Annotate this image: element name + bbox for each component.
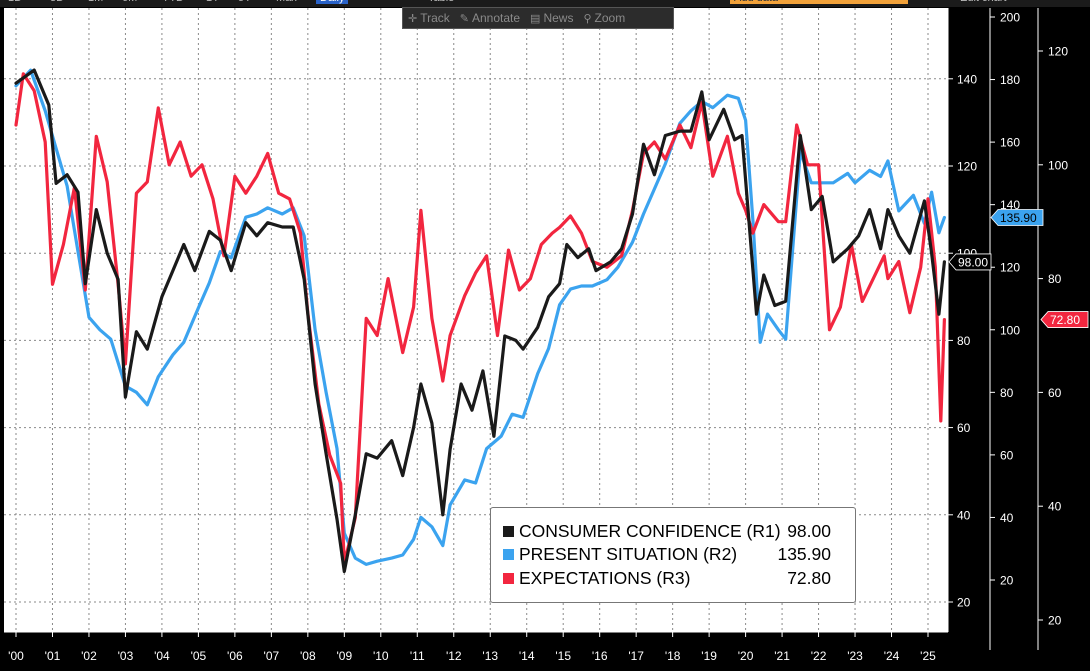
track-label: Track bbox=[420, 11, 450, 25]
r1-last-value-label: 98.00 bbox=[958, 255, 988, 269]
x-tick-label: '17 bbox=[628, 649, 644, 663]
x-tick-label: '24 bbox=[884, 649, 900, 663]
x-tick-label: '13 bbox=[482, 649, 498, 663]
legend-row-expectations: EXPECTATIONS (R3) 72.80 bbox=[501, 568, 851, 590]
r2-tick-label: 180 bbox=[1000, 73, 1020, 87]
x-tick-label: '11 bbox=[410, 649, 425, 663]
legend-box: CONSUMER CONFIDENCE (R1) 98.00 PRESENT S… bbox=[490, 507, 856, 603]
r2-tick-label: 200 bbox=[1000, 10, 1020, 24]
r2-tick-label: 60 bbox=[1000, 448, 1014, 462]
news-icon: ▤ bbox=[530, 12, 541, 25]
legend-name: EXPECTATIONS (R3) bbox=[519, 568, 691, 588]
r2-last-value-flag bbox=[990, 209, 1044, 226]
top-item-1m[interactable]: 1M bbox=[88, 0, 103, 4]
x-tick-label: '20 bbox=[738, 649, 754, 663]
r2-tick-label: 160 bbox=[1000, 136, 1020, 150]
x-tick-label: '05 bbox=[191, 649, 207, 663]
zoom-label: Zoom bbox=[594, 11, 626, 25]
zoom-button[interactable]: ⚲ Zoom bbox=[578, 9, 630, 27]
x-tick-label: '22 bbox=[811, 649, 827, 663]
top-item-1d[interactable]: 1D bbox=[8, 0, 22, 4]
top-item-table[interactable]: Table bbox=[428, 0, 454, 4]
r2-tick-label: 100 bbox=[1000, 323, 1020, 337]
x-tick-label: '21 bbox=[774, 649, 790, 663]
r2-tick-label: 80 bbox=[1000, 386, 1014, 400]
top-item-daily[interactable]: Daily bbox=[316, 0, 349, 4]
news-button[interactable]: ▤ News bbox=[525, 9, 578, 27]
legend-value: 135.90 bbox=[777, 544, 831, 564]
x-tick-label: '00 bbox=[8, 649, 24, 663]
legend-row-consumer-confidence: CONSUMER CONFIDENCE (R1) 98.00 bbox=[501, 521, 851, 543]
r1-tick-label: 60 bbox=[957, 421, 971, 435]
legend-row-present-situation: PRESENT SITUATION (R2) 135.90 bbox=[501, 544, 851, 566]
x-tick-label: '12 bbox=[446, 649, 462, 663]
legend-name: PRESENT SITUATION (R2) bbox=[519, 544, 738, 564]
top-item-3d[interactable]: 3D bbox=[50, 0, 64, 4]
r3-last-value-label: 72.80 bbox=[1050, 313, 1080, 327]
x-tick-label: '15 bbox=[555, 649, 571, 663]
top-item-edit-chart[interactable]: Edit chart bbox=[960, 0, 1006, 4]
x-tick-label: '25 bbox=[920, 649, 936, 663]
r2-tick-label: 120 bbox=[1000, 261, 1020, 275]
top-item-add-data[interactable]: Add data bbox=[730, 0, 908, 4]
legend-name: CONSUMER CONFIDENCE (R1) bbox=[519, 521, 781, 541]
r2-last-value-label: 135.90 bbox=[1000, 211, 1037, 225]
x-tick-label: '14 bbox=[519, 649, 535, 663]
x-tick-label: '01 bbox=[45, 649, 61, 663]
r2-tick-label: 40 bbox=[1000, 511, 1014, 525]
magnifier-icon: ⚲ bbox=[583, 12, 592, 25]
chart-toolbar: ✛ Track ✎ Annotate ▤ News ⚲ Zoom bbox=[402, 7, 674, 29]
track-button[interactable]: ✛ Track bbox=[403, 9, 455, 27]
r2-tick-label: 140 bbox=[1000, 198, 1020, 212]
r2-tick-label: 20 bbox=[1000, 574, 1014, 588]
legend-swatch bbox=[503, 549, 514, 560]
series-line-consumer-confidence bbox=[14, 68, 946, 574]
r3-tick-label: 80 bbox=[1048, 272, 1062, 286]
x-tick-label: '03 bbox=[118, 649, 134, 663]
series-line-expectations bbox=[14, 72, 946, 565]
top-item-5y[interactable]: 5Y bbox=[238, 0, 251, 4]
r3-tick-label: 120 bbox=[1048, 45, 1068, 59]
legend-value: 98.00 bbox=[787, 521, 831, 541]
r1-tick-label: 80 bbox=[957, 334, 971, 348]
legend-value: 72.80 bbox=[787, 568, 831, 588]
x-tick-label: '19 bbox=[701, 649, 717, 663]
x-tick-label: '08 bbox=[300, 649, 316, 663]
r1-tick-label: 120 bbox=[957, 160, 977, 174]
x-tick-label: '16 bbox=[592, 649, 608, 663]
pencil-icon: ✎ bbox=[459, 12, 469, 25]
x-tick-label: '18 bbox=[665, 649, 681, 663]
r3-tick-label: 100 bbox=[1048, 158, 1068, 172]
annotate-button[interactable]: ✎ Annotate bbox=[455, 9, 525, 27]
legend-swatch bbox=[503, 526, 514, 537]
r1-tick-label: 140 bbox=[957, 72, 977, 86]
r3-last-value-flag bbox=[1040, 311, 1089, 328]
legend-swatch bbox=[503, 573, 514, 584]
x-tick-label: '10 bbox=[373, 649, 389, 663]
r1-tick-label: 20 bbox=[957, 596, 971, 610]
x-tick-label: '06 bbox=[227, 649, 243, 663]
r3-tick-label: 40 bbox=[1048, 500, 1062, 514]
x-tick-label: '04 bbox=[154, 649, 170, 663]
top-item-max[interactable]: Max bbox=[276, 0, 297, 4]
r1-tick-label: 40 bbox=[957, 508, 971, 522]
crosshair-icon: ✛ bbox=[408, 12, 418, 25]
r3-tick-label: 20 bbox=[1048, 614, 1062, 628]
x-tick-label: '09 bbox=[336, 649, 352, 663]
top-item-ytd[interactable]: YTD bbox=[162, 0, 184, 4]
top-toolbar-strip: 1D 3D 1M 6M YTD 1Y 5Y Max Daily Table Add data Edit… bbox=[0, 0, 1090, 7]
x-tick-label: '02 bbox=[81, 649, 97, 663]
top-item-6m[interactable]: 6M bbox=[122, 0, 137, 4]
x-tick-label: '23 bbox=[847, 649, 863, 663]
news-label: News bbox=[543, 11, 574, 25]
r3-tick-label: 60 bbox=[1048, 386, 1062, 400]
top-item-1y[interactable]: 1Y bbox=[206, 0, 219, 4]
r1-last-value-flag bbox=[948, 253, 992, 271]
x-tick-label: '07 bbox=[264, 649, 280, 663]
annotate-label: Annotate bbox=[472, 11, 521, 25]
